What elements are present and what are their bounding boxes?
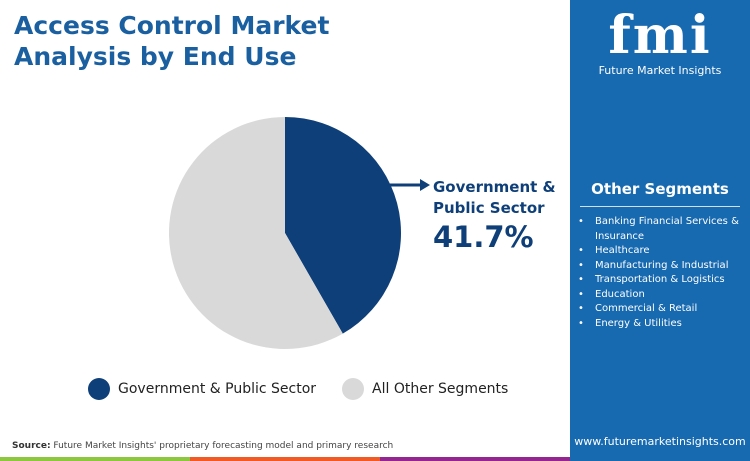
fmi-logo: fmi Future Market Insights [570, 5, 750, 78]
list-item: Manufacturing & Industrial [578, 259, 750, 274]
callout: Government & Public Sector 41.7% [433, 177, 563, 255]
source-label: Source: [12, 441, 51, 451]
source-note: Source: Future Market Insights' propriet… [12, 441, 393, 451]
chart-title: Access Control Market Analysis by End Us… [14, 11, 330, 71]
list-item: Healthcare [578, 244, 750, 259]
pie-chart [168, 117, 430, 349]
list-item: Commercial & Retail [578, 302, 750, 317]
other-segments-list: Banking Financial Services & Insurance H… [578, 215, 750, 331]
color-bar-orange [190, 457, 380, 461]
legend-swatch-other [342, 378, 365, 400]
color-bar-green [0, 457, 190, 461]
divider [580, 206, 740, 207]
website-link[interactable]: www.futuremarketinsights.com [574, 435, 746, 448]
source-text: Future Market Insights' proprietary fore… [50, 441, 394, 451]
list-item: Energy & Utilities [578, 317, 750, 332]
list-item: Banking Financial Services & Insurance [578, 215, 750, 244]
pie-slice-other [168, 117, 343, 349]
pie-slice-government [285, 117, 401, 334]
legend: Government & Public Sector All Other Seg… [88, 378, 508, 400]
callout-value: 41.7% [433, 220, 534, 254]
logo-mark: fmi [608, 5, 712, 66]
list-item: Education [578, 288, 750, 303]
other-segments-title: Other Segments [591, 180, 729, 198]
logo-subtitle: Future Market Insights [598, 64, 722, 77]
callout-label: Government & Public Sector [433, 178, 556, 217]
list-item: Transportation & Logistics [578, 273, 750, 288]
side-panel: fmi Future Market Insights Other Segment… [570, 0, 750, 461]
arrow-icon [420, 179, 430, 191]
legend-label-government: Government & Public Sector [118, 381, 317, 397]
legend-label-other: All Other Segments [372, 381, 509, 397]
legend-swatch-government [88, 378, 110, 400]
color-bar-purple [380, 457, 570, 461]
